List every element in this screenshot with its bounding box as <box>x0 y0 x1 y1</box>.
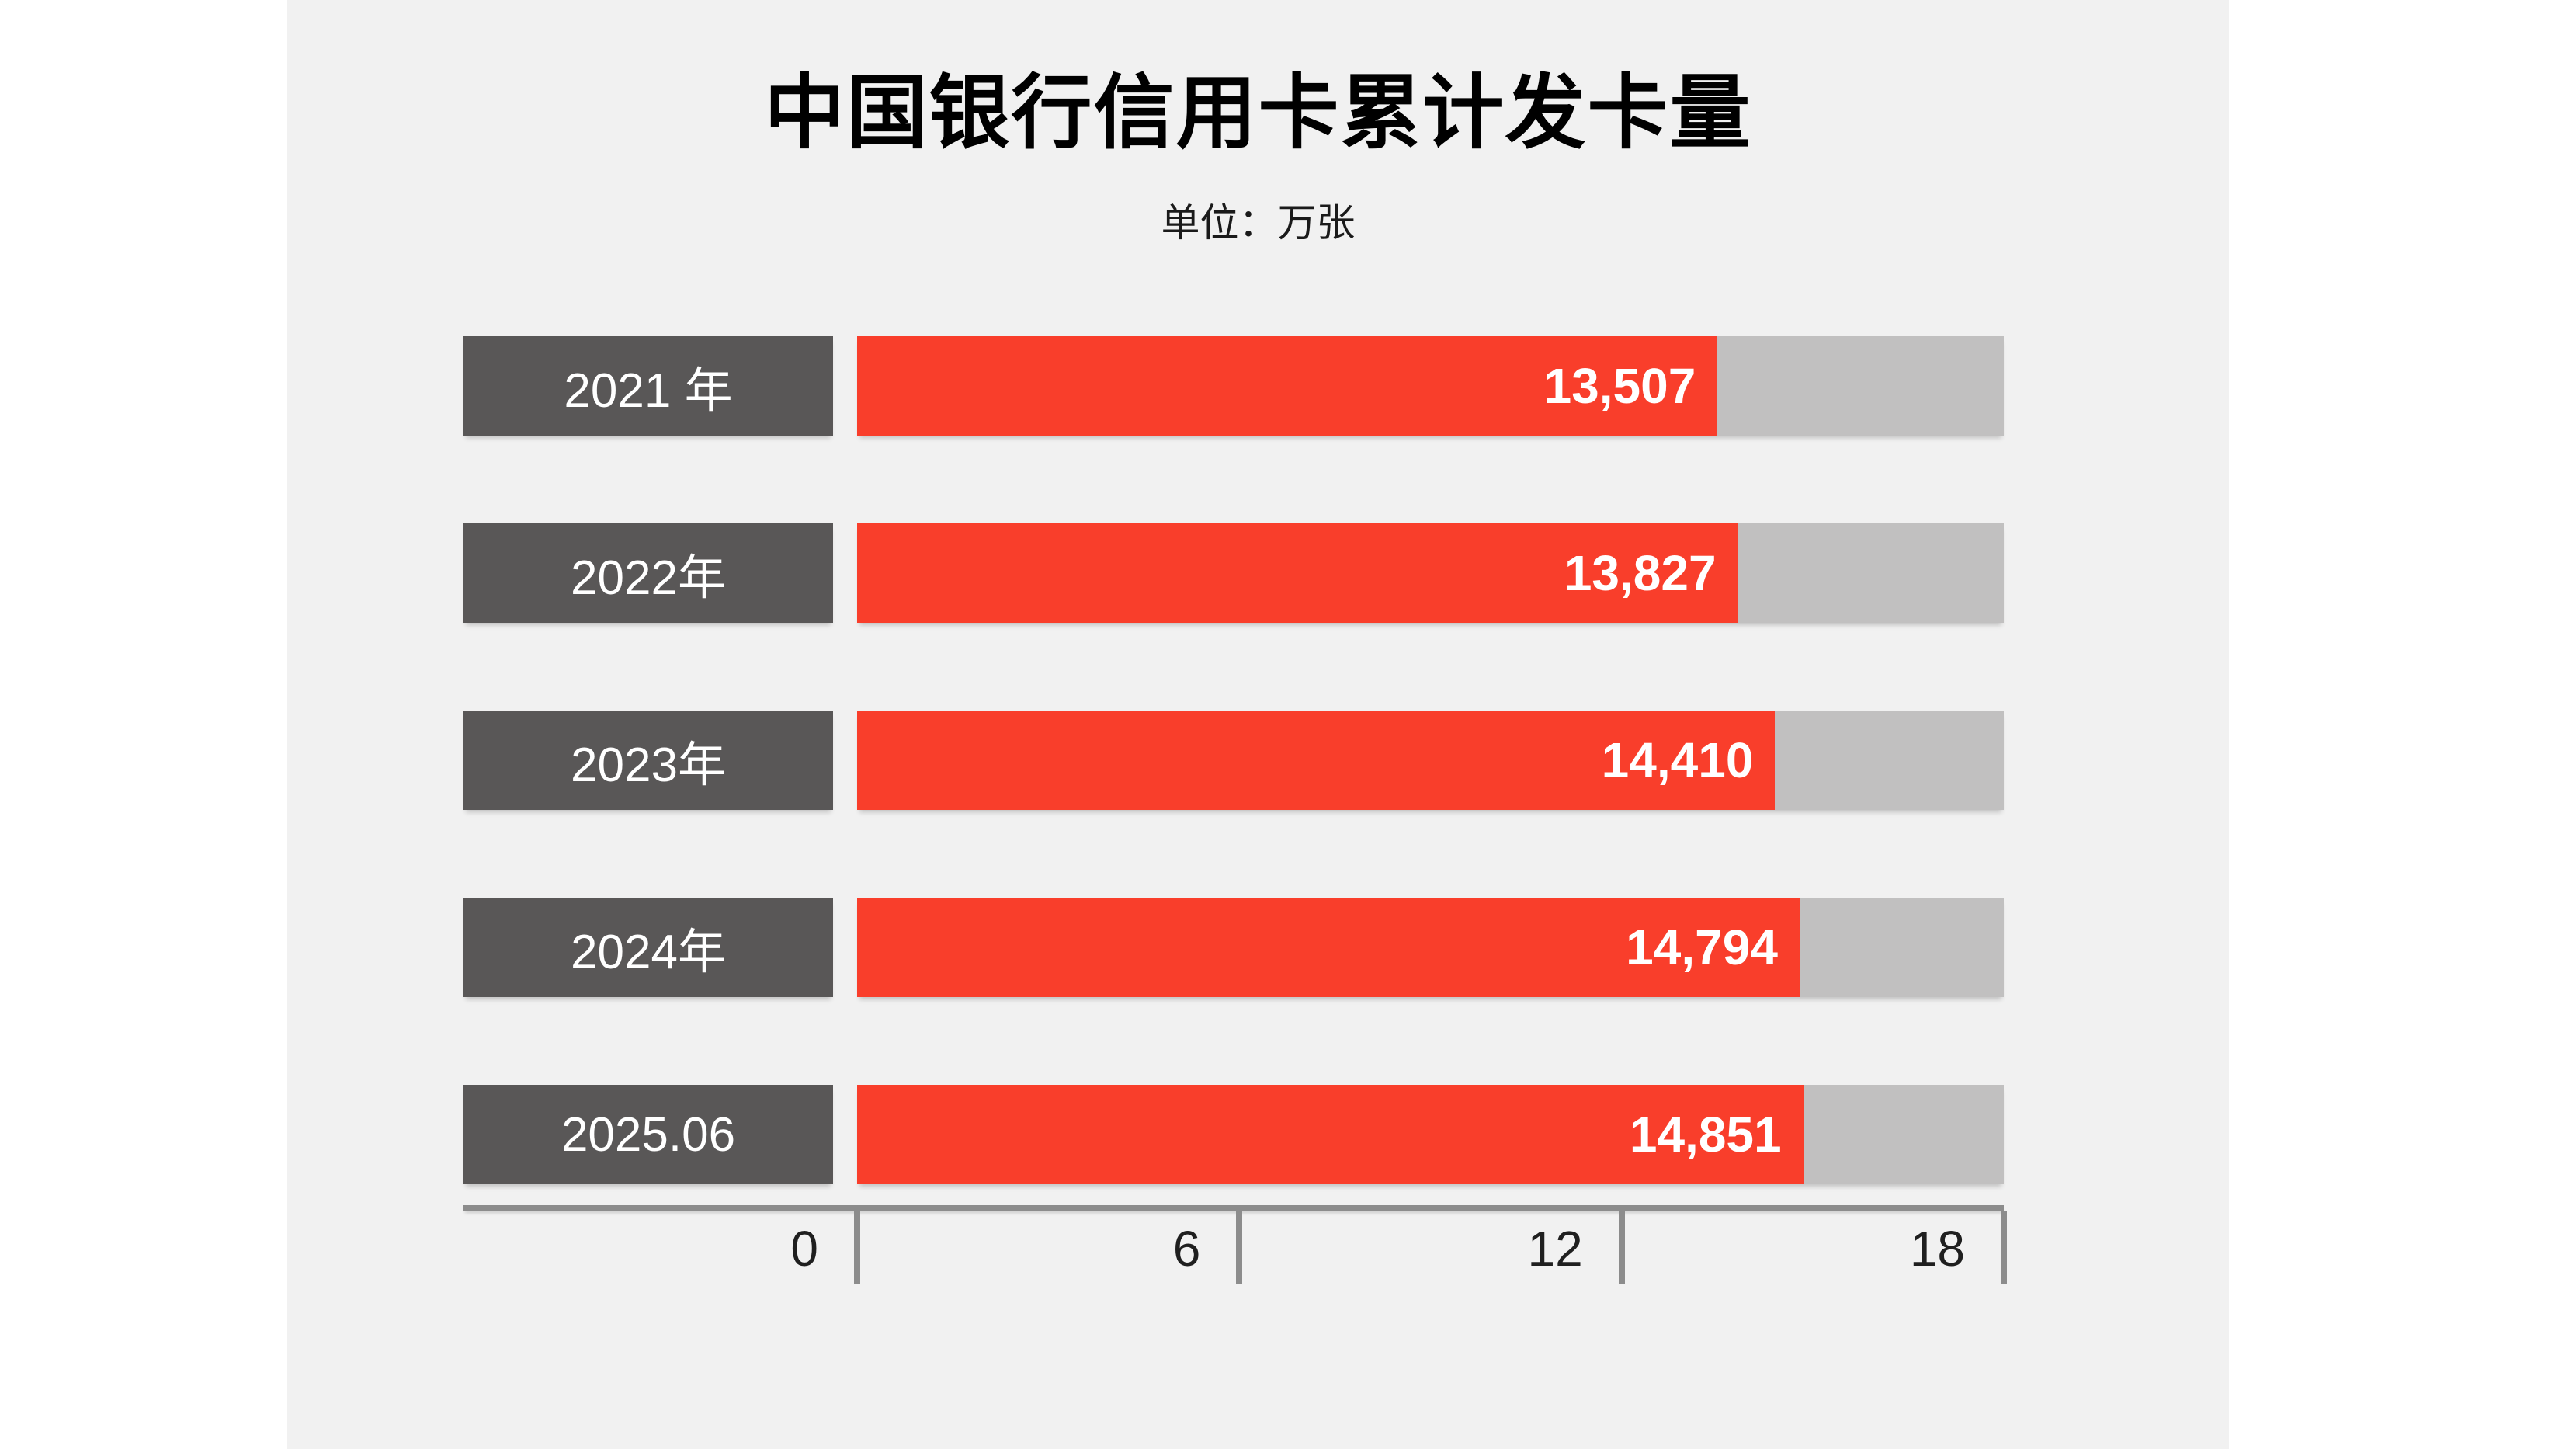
x-axis-tick-line <box>854 1211 860 1284</box>
x-axis-tick-label: 6 <box>1172 1221 1201 1277</box>
bar-row: 2023年 14,410 <box>463 711 2004 810</box>
x-axis: 0 6 12 18 <box>463 1205 2007 1306</box>
x-axis-tick-line <box>1618 1211 1625 1284</box>
bar-value-label: 14,410 <box>1601 732 1754 788</box>
bar-track: 14,794 <box>857 898 2004 997</box>
category-label: 2025.06 <box>561 1107 736 1162</box>
category-label-box: 2022年 <box>463 523 833 623</box>
category-label: 2022年 <box>571 551 726 605</box>
bar-value-label: 13,827 <box>1564 545 1717 601</box>
category-label-box: 2021 年 <box>463 336 833 436</box>
x-axis-tick-label: 18 <box>1909 1221 1965 1277</box>
bar-track: 14,410 <box>857 711 2004 810</box>
category-label: 2024年 <box>571 926 726 979</box>
bar-row: 2021 年 13,507 <box>463 336 2004 436</box>
bar-row: 2025.06 14,851 <box>463 1085 2004 1184</box>
bar-fill: 13,507 <box>857 336 1718 436</box>
category-label: 2023年 <box>571 738 726 792</box>
x-axis-tick-label: 12 <box>1527 1221 1583 1277</box>
bar-value-label: 14,794 <box>1626 919 1778 975</box>
bar-track: 13,507 <box>857 336 2004 436</box>
bar-fill: 13,827 <box>857 523 1738 623</box>
bar-row: 2024年 14,794 <box>463 898 2004 997</box>
category-label: 2021 年 <box>564 364 733 418</box>
bar-track: 13,827 <box>857 523 2004 623</box>
category-label-box: 2025.06 <box>463 1085 833 1184</box>
category-label-box: 2023年 <box>463 711 833 810</box>
bar-fill: 14,410 <box>857 711 1776 810</box>
category-label-box: 2024年 <box>463 898 833 997</box>
x-axis-line <box>463 1205 2004 1211</box>
x-axis-ticks: 0 6 12 18 <box>790 1205 2007 1306</box>
bar-fill: 14,794 <box>857 898 1800 997</box>
bar-fill: 14,851 <box>857 1085 1804 1184</box>
bar-track: 14,851 <box>857 1085 2004 1184</box>
bar-rows: 2021 年 13,507 2022年 13,827 2023年 14,410 <box>463 336 2004 1272</box>
x-axis-tick-line <box>1236 1211 1243 1284</box>
chart-title: 中国银行信用卡累计发卡量 <box>764 68 1752 158</box>
chart-panel: 中国银行信用卡累计发卡量 单位：万张 2021 年 13,507 2022年 1… <box>287 0 2229 1449</box>
x-axis-tick-label: 0 <box>790 1221 818 1277</box>
bar-value-label: 13,507 <box>1543 358 1696 414</box>
bar-row: 2022年 13,827 <box>463 523 2004 623</box>
bar-value-label: 14,851 <box>1629 1107 1782 1162</box>
x-axis-tick-line <box>2001 1211 2007 1284</box>
chart-unit-label: 单位：万张 <box>1161 201 1356 245</box>
